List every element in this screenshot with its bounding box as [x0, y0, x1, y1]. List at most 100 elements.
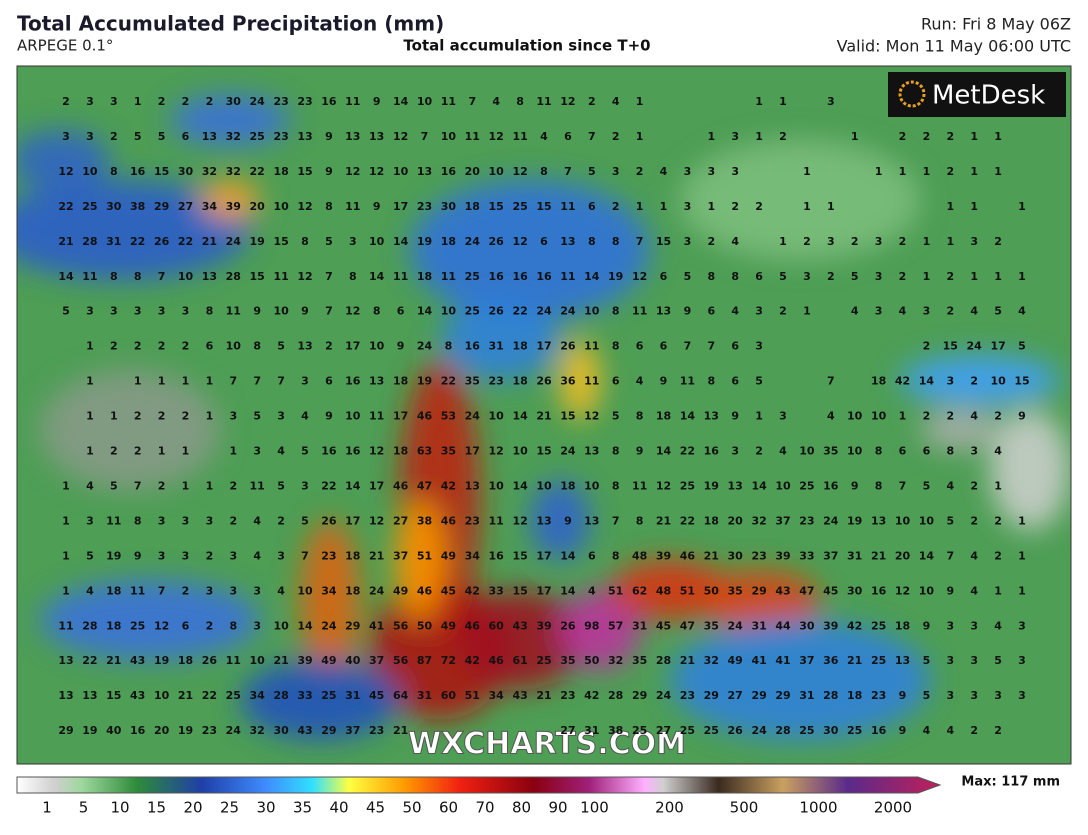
grid-value: 34 [321, 584, 337, 597]
grid-value: 2 [899, 130, 907, 143]
colorbar-tick-label: 60 [439, 799, 458, 817]
grid-value: 10 [847, 445, 863, 458]
precip-field [17, 95, 1070, 740]
grid-value: 32 [608, 654, 623, 667]
grid-value: 41 [775, 654, 790, 667]
grid-value: 3 [158, 549, 166, 562]
grid-value: 5 [588, 165, 596, 178]
grid-value: 11 [512, 130, 527, 143]
grid-value: 7 [325, 305, 333, 318]
grid-value: 10 [226, 340, 242, 353]
grid-value: 18 [393, 375, 408, 388]
grid-value: 30 [799, 619, 815, 632]
grid-value: 10 [990, 375, 1006, 388]
grid-value: 15 [536, 445, 551, 458]
grid-value: 19 [417, 375, 432, 388]
grid-value: 3 [875, 305, 883, 318]
precip-area [560, 590, 640, 670]
grid-value: 24 [560, 445, 576, 458]
grid-value: 60 [441, 689, 457, 702]
grid-value: 64 [393, 689, 409, 702]
grid-value: 9 [373, 95, 381, 108]
grid-value: 23 [202, 724, 217, 737]
grid-value: 14 [751, 479, 767, 492]
grid-value: 49 [393, 584, 408, 597]
grid-value: 2 [182, 584, 190, 597]
grid-value: 49 [441, 619, 456, 632]
grid-value: 6 [612, 375, 620, 388]
grid-value: 14 [393, 235, 409, 248]
grid-value: 10 [273, 200, 289, 213]
grid-value: 13 [369, 375, 384, 388]
precip-area [300, 520, 360, 680]
grid-value: 26 [154, 235, 170, 248]
grid-value: 4 [492, 95, 500, 108]
grid-value: 2 [206, 95, 214, 108]
grid-value: 6 [397, 305, 405, 318]
grid-value: 8 [636, 410, 644, 423]
grid-value: 28 [608, 689, 623, 702]
precip-area [670, 620, 930, 740]
grid-value: 3 [277, 410, 285, 423]
grid-value: 63 [417, 445, 432, 458]
grid-value: 48 [656, 584, 671, 597]
grid-value: 1 [970, 130, 978, 143]
grid-value: 39 [823, 619, 838, 632]
grid-value: 43 [130, 689, 145, 702]
grid-value: 8 [229, 619, 237, 632]
grid-value: 3 [253, 619, 261, 632]
grid-value: 1 [923, 165, 931, 178]
grid-value: 23 [560, 689, 575, 702]
grid-value: 22 [441, 375, 456, 388]
grid-value: 2 [994, 724, 1002, 737]
grid-value: 11 [465, 130, 480, 143]
grid-value: 17 [393, 410, 408, 423]
grid-value: 9 [301, 305, 309, 318]
grid-value: 16 [321, 445, 337, 458]
grid-value: 13 [584, 445, 599, 458]
precip-area [240, 660, 400, 740]
grid-value: 2 [970, 375, 978, 388]
grid-value: 10 [871, 410, 887, 423]
grid-value: 16 [321, 95, 337, 108]
grid-value: 2 [110, 130, 118, 143]
grid-value: 10 [895, 514, 911, 527]
grid-value: 7 [325, 270, 333, 283]
grid-value: 13 [297, 130, 312, 143]
grid-value: 29 [751, 584, 766, 597]
grid-value: 3 [994, 689, 1002, 702]
grid-value: 1 [994, 584, 1002, 597]
grid-value: 14 [417, 305, 433, 318]
grid-value: 2 [946, 165, 954, 178]
grid-value: 17 [345, 514, 360, 527]
grid-value: 11 [584, 375, 599, 388]
grid-value: 10 [775, 479, 791, 492]
grid-value: 24 [369, 584, 385, 597]
grid-value: 9 [899, 724, 907, 737]
grid-value: 3 [1018, 619, 1026, 632]
grid-value: 6 [182, 619, 190, 632]
grid-value: 6 [660, 340, 668, 353]
grid-value: 19 [417, 235, 432, 248]
grid-value: 9 [373, 200, 381, 213]
grid-value: 4 [970, 410, 978, 423]
grid-value: 42 [465, 654, 480, 667]
grid-value: 1 [755, 130, 763, 143]
grid-value: 13 [369, 130, 384, 143]
grid-value: 5 [612, 410, 620, 423]
grid-value: 28 [82, 619, 97, 632]
grid-value: 1 [62, 514, 70, 527]
grid-value: 5 [755, 375, 763, 388]
grid-value: 21 [273, 654, 288, 667]
colorbar-tick-label: 200 [655, 799, 684, 817]
grid-value: 14 [369, 270, 385, 283]
grid-value: 2 [588, 95, 596, 108]
grid-value: 8 [588, 235, 596, 248]
grid-value: 13 [584, 514, 599, 527]
grid-value: 5 [851, 270, 859, 283]
grid-value: 5 [994, 305, 1002, 318]
grid-value: 18 [871, 375, 886, 388]
grid-value: 7 [229, 375, 237, 388]
grid-value: 31 [751, 619, 766, 632]
